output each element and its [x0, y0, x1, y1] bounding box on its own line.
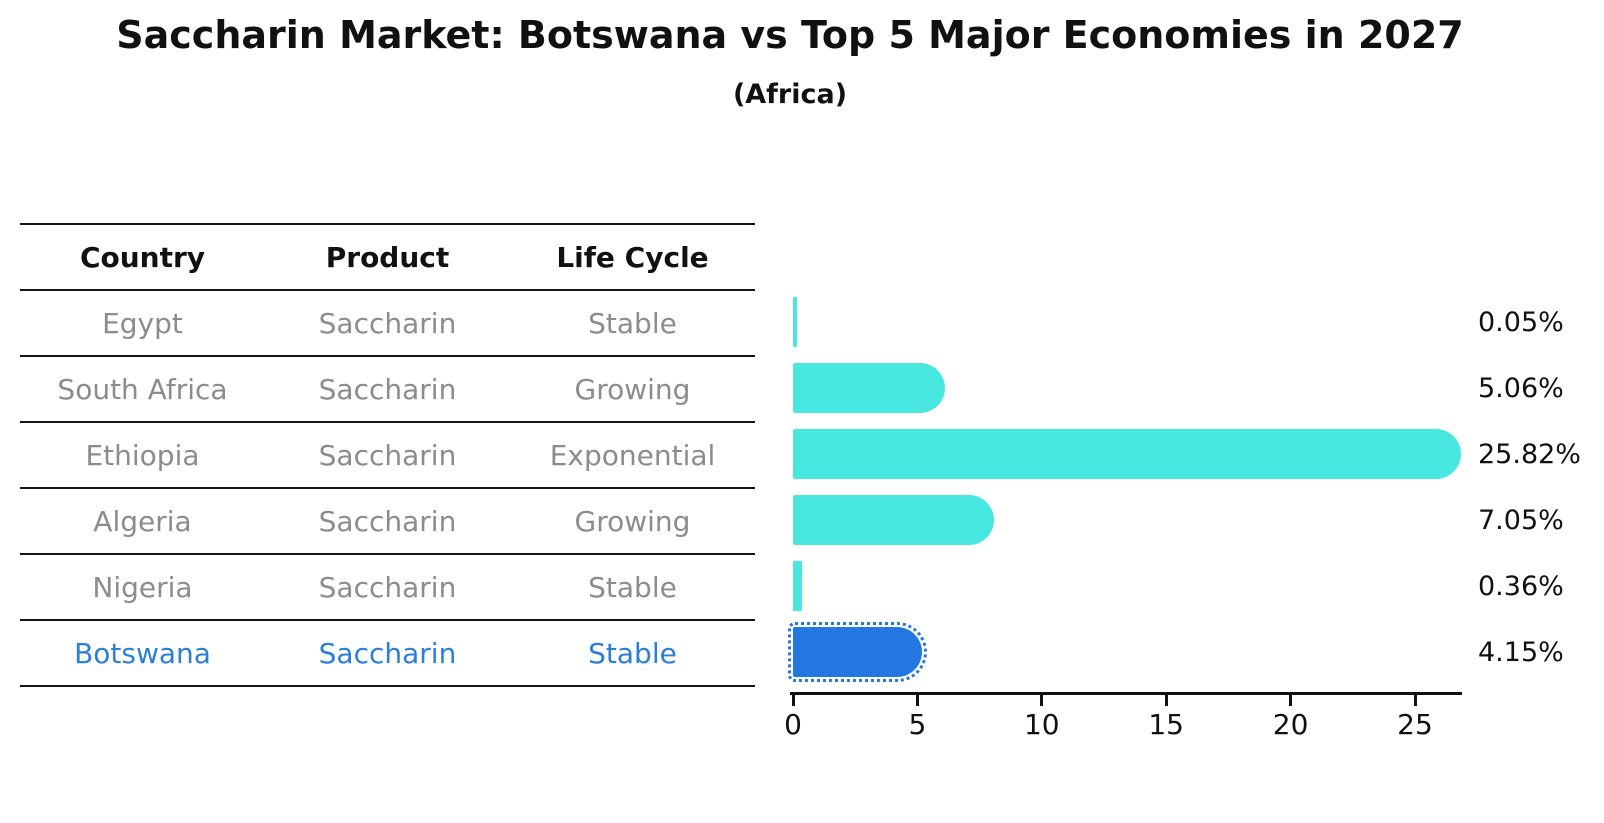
bar-egypt: [793, 297, 797, 347]
cell-country: Egypt: [102, 306, 183, 340]
x-tick-mark-20: [1289, 695, 1293, 706]
cell-life-cycle: Exponential: [549, 438, 716, 472]
cell-life-cycle: Growing: [574, 372, 691, 406]
cell-country: Nigeria: [92, 570, 193, 604]
x-tick-mark-15: [1164, 695, 1168, 706]
value-label-algeria: 7.05%: [1478, 504, 1564, 536]
cell-product: Saccharin: [318, 504, 457, 538]
cell-product: Saccharin: [318, 570, 457, 604]
table-row-ethiopia: Ethiopia Saccharin Exponential: [20, 423, 755, 489]
cell-product: Saccharin: [318, 306, 457, 340]
table-row-nigeria: Nigeria Saccharin Stable: [20, 555, 755, 621]
bar-row-botswana: [787, 619, 1493, 685]
value-label-ethiopia: 25.82%: [1478, 438, 1581, 470]
value-label-botswana: 4.15%: [1478, 636, 1564, 668]
x-tick-label-0: 0: [784, 708, 802, 741]
bar-algeria: [793, 495, 995, 545]
cell-life-cycle: Growing: [574, 504, 691, 538]
cell-country: Algeria: [93, 504, 192, 538]
chart-title: Saccharin Market: Botswana vs Top 5 Majo…: [116, 13, 1464, 57]
table-row-south-africa: South Africa Saccharin Growing: [20, 357, 755, 423]
table-row-egypt: Egypt Saccharin Stable: [20, 291, 755, 357]
x-tick-mark-25: [1413, 695, 1417, 706]
table-row-botswana: Botswana Saccharin Stable: [20, 621, 755, 687]
table-header-life-cycle: Life Cycle: [556, 240, 709, 274]
bar-row-south-africa: [793, 355, 1493, 421]
bar-row-algeria: [793, 487, 1493, 553]
bar-nigeria: [793, 561, 802, 611]
chart-subtitle: (Africa): [732, 79, 848, 110]
cell-product: Saccharin: [318, 372, 457, 406]
country-table: Country Product Life Cycle Egypt Saccharin S…: [20, 223, 755, 687]
bar-row-nigeria: [793, 553, 1493, 619]
cell-product: Saccharin: [318, 438, 457, 472]
cell-life-cycle: Stable: [588, 570, 677, 604]
x-axis-line: [790, 692, 1462, 695]
bar-row-ethiopia: [793, 421, 1493, 487]
bar-value-labels: 0.05% 5.06% 25.82% 7.05% 0.36% 4.15%: [1478, 289, 1581, 685]
cell-life-cycle: Stable: [588, 306, 677, 340]
table-header-row: Country Product Life Cycle: [20, 225, 755, 291]
value-label-nigeria: 0.36%: [1478, 570, 1564, 602]
bar-chart-plot-area: [787, 289, 1493, 685]
table-row-algeria: Algeria Saccharin Growing: [20, 489, 755, 555]
x-tick-mark-5: [915, 695, 919, 706]
x-tick-label-15: 15: [1148, 708, 1185, 741]
x-tick-label-5: 5: [908, 708, 927, 741]
x-tick-mark-0: [791, 695, 795, 706]
x-tick-label-10: 10: [1023, 708, 1060, 741]
cell-country: Ethiopia: [85, 438, 200, 472]
bar-ethiopia: [793, 429, 1462, 479]
value-label-south-africa: 5.06%: [1478, 372, 1564, 404]
table-body: Egypt Saccharin Stable South Africa Sacchari…: [20, 291, 755, 687]
bar-botswana: [787, 622, 928, 682]
table-header-country: Country: [79, 240, 206, 274]
bar-row-egypt: [793, 289, 1493, 355]
value-label-egypt: 0.05%: [1478, 306, 1564, 338]
x-tick-mark-10: [1040, 695, 1044, 706]
cell-country: Botswana: [74, 636, 211, 670]
bar-south-africa: [793, 363, 945, 413]
cell-product: Saccharin: [318, 636, 457, 670]
table-header-product: Product: [325, 240, 450, 274]
cell-life-cycle: Stable: [588, 636, 677, 670]
cell-country: South Africa: [57, 372, 228, 406]
x-tick-label-20: 20: [1272, 708, 1309, 741]
x-tick-label-25: 25: [1397, 708, 1433, 741]
